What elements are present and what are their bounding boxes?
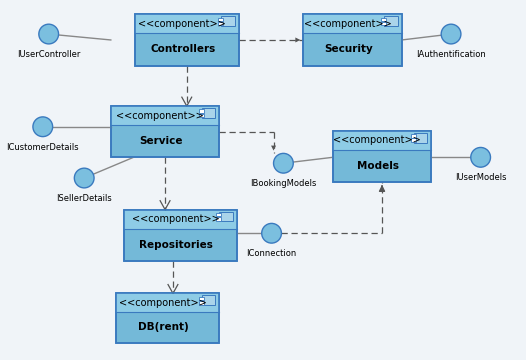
Bar [218, 18, 223, 21]
Bar [216, 217, 221, 221]
Bar [303, 14, 402, 66]
Circle shape [74, 168, 94, 188]
Circle shape [441, 24, 461, 44]
Text: ICustomerDetails: ICustomerDetails [6, 143, 79, 152]
Bar [333, 131, 431, 150]
Bar [116, 293, 219, 343]
Text: DB(rent): DB(rent) [138, 322, 189, 332]
Bar [411, 138, 416, 142]
Bar [201, 108, 215, 118]
Bar [216, 213, 221, 216]
Text: IAuthentification: IAuthentification [416, 50, 486, 59]
Circle shape [33, 117, 53, 136]
Bar [333, 131, 431, 182]
Circle shape [39, 24, 58, 44]
Text: <<component>>: <<component>> [304, 19, 391, 29]
Bar [199, 109, 204, 113]
Text: <<component>>: <<component>> [119, 297, 207, 307]
Text: <<component>>: <<component>> [138, 19, 226, 29]
Bar [111, 106, 219, 125]
Bar [124, 210, 237, 261]
Bar [124, 210, 237, 229]
Bar [411, 134, 416, 138]
Text: Models: Models [357, 161, 399, 171]
Text: <<component>>: <<component>> [132, 214, 219, 224]
Bar [111, 106, 219, 157]
Circle shape [262, 224, 281, 243]
Text: <<component>>: <<component>> [333, 135, 421, 145]
Bar [124, 210, 237, 261]
Text: Service: Service [139, 136, 183, 146]
Circle shape [274, 153, 294, 173]
Text: IUserController: IUserController [17, 50, 80, 59]
Text: Security: Security [324, 44, 373, 54]
Bar [116, 293, 219, 312]
Bar [201, 296, 215, 305]
Bar [219, 212, 233, 221]
Bar [136, 14, 239, 66]
Bar [384, 16, 398, 26]
Bar [199, 301, 204, 305]
Bar [116, 293, 219, 343]
Bar [303, 14, 402, 33]
Bar [381, 22, 386, 26]
Text: IUserModels: IUserModels [455, 173, 507, 182]
Bar [218, 22, 223, 26]
Bar [136, 14, 239, 66]
Text: IBookingModels: IBookingModels [250, 179, 317, 188]
Bar [333, 131, 431, 182]
Bar [111, 106, 219, 157]
Circle shape [471, 148, 491, 167]
Bar [136, 14, 239, 33]
Bar [303, 14, 402, 66]
Bar [199, 114, 204, 117]
Bar [221, 16, 235, 26]
Bar [413, 133, 428, 143]
Bar [199, 297, 204, 300]
Bar [381, 18, 386, 21]
Text: Controllers: Controllers [150, 44, 216, 54]
Text: ISellerDetails: ISellerDetails [56, 194, 112, 203]
Text: IConnection: IConnection [247, 249, 297, 258]
Text: Repositories: Repositories [139, 240, 214, 250]
Text: <<component>>: <<component>> [116, 111, 204, 121]
